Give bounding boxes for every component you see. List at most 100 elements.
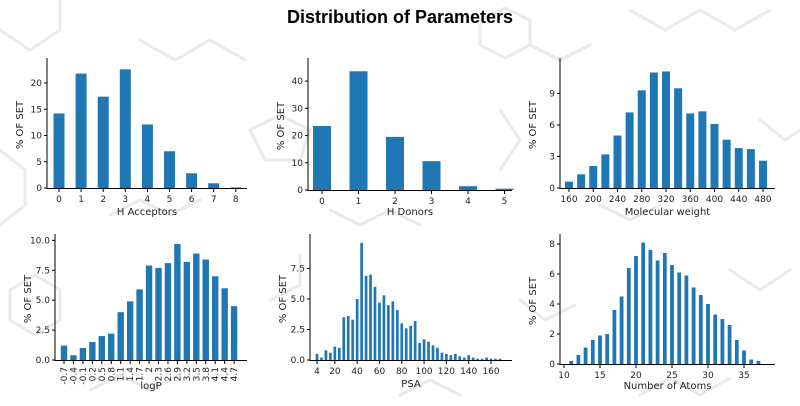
x-tick-label: 1.1 (117, 367, 127, 381)
bar (674, 88, 683, 188)
bar (351, 319, 355, 360)
bar (749, 359, 754, 364)
x-tick-label: 35 (738, 371, 749, 381)
bar (413, 320, 417, 360)
y-tick-label: 10 (292, 159, 304, 169)
bar (619, 296, 624, 364)
x-tick-label: 480 (754, 195, 771, 205)
y-tick-label: 4 (549, 300, 555, 310)
bar (193, 253, 200, 360)
bar (440, 352, 444, 360)
x-tick-label: 120 (438, 367, 455, 377)
bar (589, 165, 598, 188)
bar (727, 325, 732, 364)
bar (89, 342, 96, 360)
bar (670, 265, 674, 364)
x-tick-label: -0.7 (60, 367, 70, 385)
bar (720, 319, 725, 364)
x-tick-label: 5 (167, 195, 173, 205)
bar (494, 358, 497, 360)
y-tick-label: 3 (549, 153, 555, 163)
bar (221, 288, 228, 360)
y-tick-label: 10.0 (30, 236, 50, 246)
bar (409, 325, 413, 360)
bar (320, 357, 323, 360)
bar (427, 341, 430, 360)
bar (136, 289, 143, 360)
bar (97, 96, 109, 188)
bar (686, 113, 695, 188)
y-tick-label: 20 (292, 132, 304, 142)
y-tick-label: 30 (292, 104, 304, 114)
y-tick-label: 10 (31, 132, 43, 142)
x-tick-label: 3.5 (192, 367, 202, 381)
bar (598, 335, 602, 364)
x-tick-label: 3 (429, 197, 435, 207)
bar (119, 69, 131, 188)
x-tick-label: 360 (682, 195, 699, 205)
x-tick-label: 0.2 (88, 367, 98, 381)
x-tick-label: 2.9 (173, 367, 183, 382)
bar (360, 242, 363, 360)
x-tick-label: 3.8 (202, 367, 212, 382)
bar (453, 353, 457, 360)
x-tick-label: 1.4 (126, 367, 136, 382)
y-tick-label: 5 (36, 158, 42, 168)
bar (759, 160, 767, 188)
bar (369, 274, 372, 360)
x-tick-label: 400 (706, 195, 723, 205)
y-tick-label: 5.0 (291, 295, 306, 305)
x-tick-label: 4 (145, 195, 151, 205)
y-tick-label: 5.0 (36, 296, 51, 306)
bar (324, 350, 328, 360)
bar (613, 135, 622, 188)
y-tick-label: 0 (36, 184, 42, 194)
chart-panel-2: 0 10 20 30 40 0 1 2 3 4 5 H Donors % OF SET (276, 58, 514, 218)
x-tick-label: 2 (145, 367, 155, 373)
bar (186, 173, 198, 188)
x-tick-label: 5 (502, 197, 508, 207)
bar (382, 295, 386, 360)
x-tick-label: 1 (356, 197, 362, 207)
y-tick-label: 6 (549, 121, 555, 131)
x-tick-label: 4.7 (230, 367, 240, 381)
bar (476, 358, 479, 360)
bar (698, 111, 707, 188)
chart-panel-1: 0 5 10 15 20 0 1 2 3 4 5 6 7 8 H Acceptors % OF SET (15, 58, 247, 218)
x-tick-label: 25 (666, 371, 677, 381)
bar (722, 139, 731, 188)
page-title: Distribution of Parameters (286, 7, 514, 27)
y-tick-label: 40 (292, 77, 304, 87)
bar (230, 306, 238, 360)
y-tick-label: 0.0 (36, 356, 51, 366)
bar (655, 260, 660, 364)
bar (605, 334, 610, 364)
bar (662, 71, 670, 188)
x-tick-label: 7 (211, 195, 217, 205)
bar (565, 181, 573, 188)
x-tick-label: 2 (392, 197, 398, 207)
bar (677, 272, 682, 364)
x-axis-label: PSA (401, 379, 421, 390)
x-tick-label: 0 (56, 195, 62, 205)
x-tick-label: 4 (314, 367, 320, 377)
bar (436, 347, 439, 360)
x-tick-label: 80 (396, 367, 408, 377)
y-tick-label: 0 (297, 186, 303, 196)
x-tick-label: 4.1 (211, 367, 221, 381)
bar (569, 361, 574, 364)
y-axis-label: % OF SET (528, 276, 539, 325)
x-tick-label: 2.6 (164, 367, 174, 382)
bar (60, 345, 68, 360)
x-axis-label: H Donors (387, 207, 433, 218)
bar (117, 312, 124, 360)
x-tick-label: 20 (630, 371, 642, 381)
x-tick-label: 140 (460, 367, 477, 377)
bar (710, 123, 719, 188)
bar (634, 256, 638, 364)
chart-panel-4: 0.0 2.5 5.0 7.5 10.0 -0.7 -0.4 -0.1 0.2 0.5 0.8 1.1… (23, 234, 247, 392)
bar (498, 358, 502, 360)
x-tick-label: 440 (730, 195, 747, 205)
x-tick-label: 100 (415, 367, 432, 377)
bar (449, 355, 453, 360)
